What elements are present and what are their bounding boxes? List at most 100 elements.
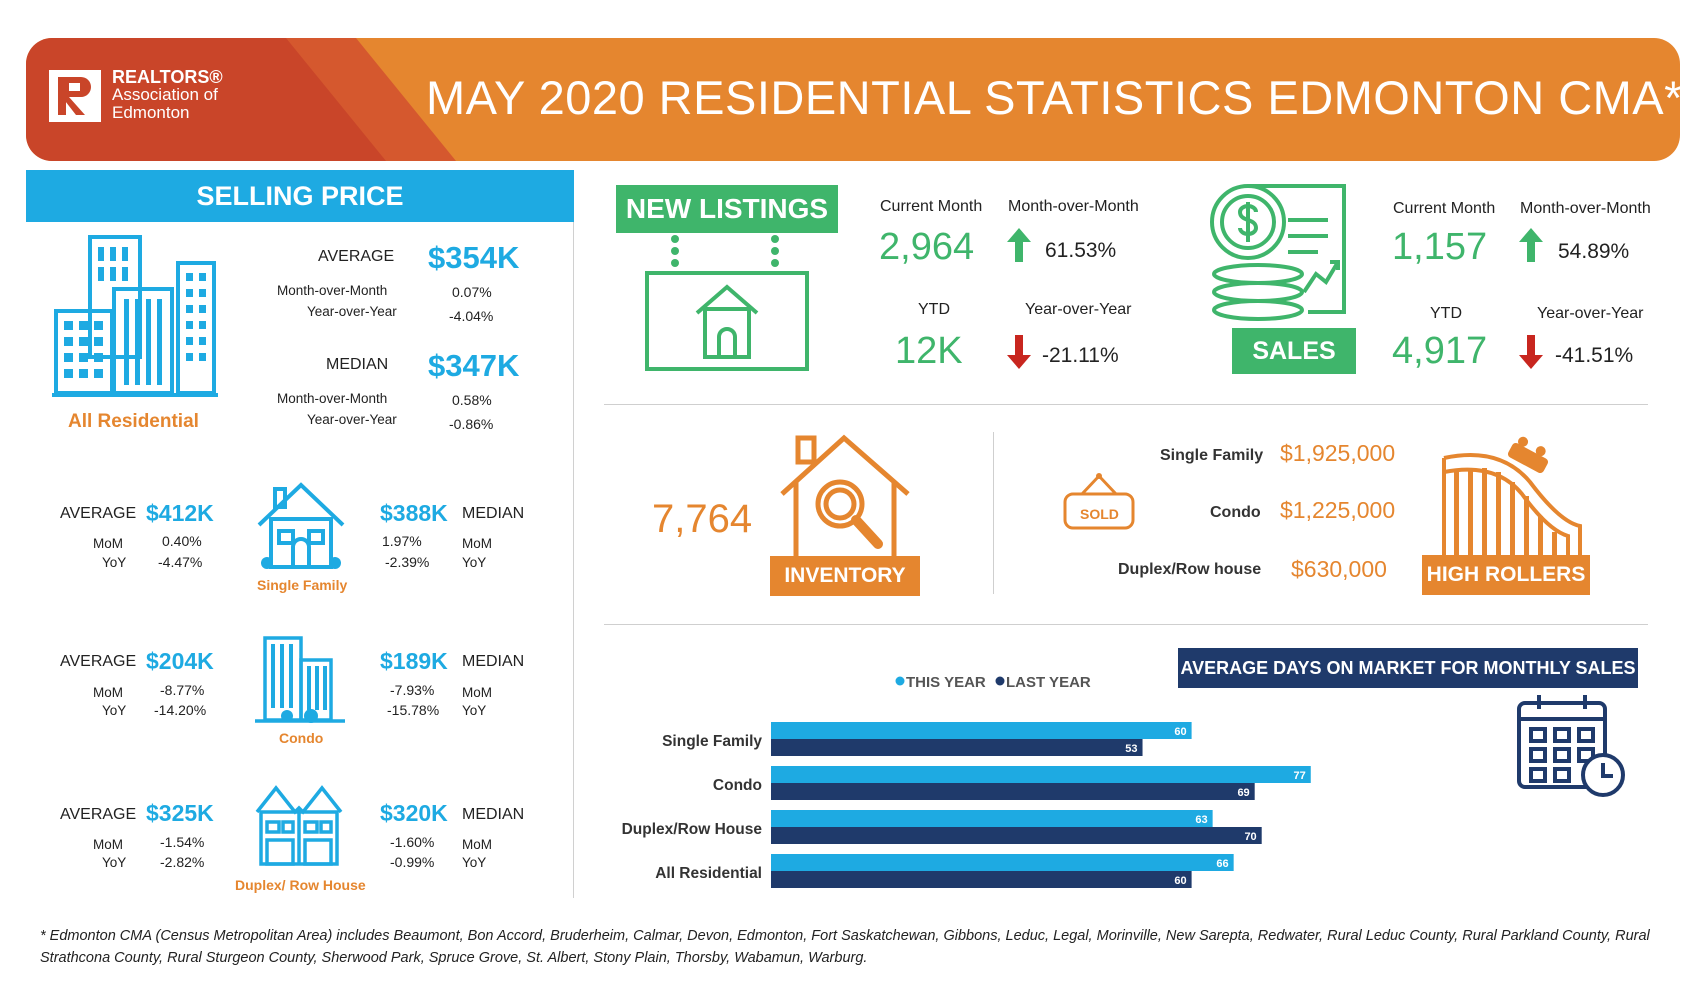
bar bbox=[771, 871, 1192, 888]
chart-title: AVERAGE DAYS ON MARKET FOR MONTHLY SALES bbox=[1178, 648, 1638, 688]
header-banner: REALTORS® Association of Edmonton MAY 20… bbox=[26, 38, 1680, 161]
bar bbox=[771, 854, 1234, 871]
logo-line-1: REALTORS® bbox=[112, 67, 223, 87]
nl-current-month-label: Current Month bbox=[880, 198, 983, 215]
sales-current-month-label: Current Month bbox=[1393, 200, 1496, 217]
logo-line-3: Edmonton bbox=[112, 103, 190, 122]
legend-label-0: THIS YEAR bbox=[906, 674, 986, 691]
category-label: Condo bbox=[713, 777, 762, 794]
high-rollers-badge: HIGH ROLLERS bbox=[1422, 555, 1590, 595]
inventory-badge: INVENTORY bbox=[770, 556, 920, 596]
sf-median-label: MEDIAN bbox=[462, 505, 525, 522]
condo-med-mom: -7.93% bbox=[390, 682, 435, 698]
category-label: Single Family bbox=[662, 733, 762, 750]
duplex-yoy-label: YoY bbox=[102, 855, 127, 870]
nl-yoy-label: Year-over-Year bbox=[1025, 301, 1132, 318]
duplex-median-label: MEDIAN bbox=[462, 806, 525, 823]
nl-current-month-value: 2,964 bbox=[879, 226, 975, 268]
sf-average-label: AVERAGE bbox=[60, 505, 137, 522]
duplex-med-mom-label: MoM bbox=[462, 837, 492, 852]
condo-label: Condo bbox=[279, 730, 324, 746]
logo-text: REALTORS® Association of Edmonton bbox=[112, 68, 223, 122]
sold-sign-icon bbox=[1063, 473, 1135, 530]
data-label: 53 bbox=[1125, 743, 1137, 755]
ar-avg-yoy-label: Year-over-Year bbox=[307, 304, 397, 319]
condo-mom-label: MoM bbox=[93, 685, 123, 700]
new-listings-badge: NEW LISTINGS bbox=[616, 185, 838, 233]
duplex-label: Duplex/ Row House bbox=[235, 877, 366, 893]
duplex-med-mom: -1.60% bbox=[390, 834, 435, 850]
nl-arrow-up-icon bbox=[1007, 228, 1031, 262]
bar bbox=[771, 783, 1255, 800]
duplex-average-label: AVERAGE bbox=[60, 806, 137, 823]
sales-ytd-label: YTD bbox=[1430, 305, 1462, 322]
nl-ytd-value: 12K bbox=[895, 330, 963, 372]
condo-avg-mom: -8.77% bbox=[160, 682, 205, 698]
duplex-average-value: $325K bbox=[146, 800, 214, 826]
duplex-median-value: $320K bbox=[380, 800, 448, 826]
condo-yoy-label: YoY bbox=[102, 703, 127, 718]
condo-building-icon bbox=[255, 636, 345, 723]
ar-avg-yoy: -4.04% bbox=[449, 308, 494, 324]
data-label: 70 bbox=[1244, 831, 1256, 843]
legend-label-1: LAST YEAR bbox=[1006, 674, 1091, 691]
duplex-avg-yoy: -2.82% bbox=[160, 854, 205, 870]
page-title: MAY 2020 RESIDENTIAL STATISTICS EDMONTON… bbox=[426, 71, 1680, 124]
nl-yoy-value: -21.11% bbox=[1042, 344, 1119, 367]
sf-avg-yoy: -4.47% bbox=[158, 554, 203, 570]
sf-med-mom: 1.97% bbox=[382, 533, 422, 549]
sales-arrow-up-icon bbox=[1519, 228, 1543, 262]
days-on-market-chart: THIS YEAR LAST YEAR Single Family 60 53 Condo… bbox=[622, 674, 1311, 888]
sales-badge: SALES bbox=[1232, 328, 1356, 374]
nl-mom-label: Month-over-Month bbox=[1008, 198, 1139, 215]
duplex-med-yoy-label: YoY bbox=[462, 855, 487, 870]
divider-top bbox=[604, 404, 1648, 405]
duplex-mom-label: MoM bbox=[93, 837, 123, 852]
bar bbox=[771, 722, 1192, 739]
hr-condo-label: Condo bbox=[1210, 504, 1261, 521]
ar-average-label: AVERAGE bbox=[318, 248, 395, 265]
sales-yoy-label: Year-over-Year bbox=[1537, 305, 1644, 322]
bar bbox=[771, 739, 1143, 756]
realtors-r-icon bbox=[49, 70, 101, 122]
hr-single-family-label: Single Family bbox=[1160, 447, 1264, 464]
inventory-value: 7,764 bbox=[652, 497, 753, 541]
data-label: 63 bbox=[1195, 814, 1207, 826]
bar bbox=[771, 827, 1262, 844]
condo-med-yoy-label: YoY bbox=[462, 703, 487, 718]
divider-vertical bbox=[993, 432, 994, 594]
condo-median-label: MEDIAN bbox=[462, 653, 525, 670]
ar-med-mom: 0.58% bbox=[452, 392, 492, 408]
ar-med-yoy: -0.86% bbox=[449, 416, 494, 432]
sf-avg-mom: 0.40% bbox=[162, 533, 202, 549]
sf-mom-label: MoM bbox=[93, 536, 123, 551]
hr-duplex-price: $630,000 bbox=[1291, 556, 1387, 582]
data-label: 60 bbox=[1174, 875, 1186, 887]
selling-price-title: SELLING PRICE bbox=[26, 170, 574, 222]
duplex-avg-mom: -1.54% bbox=[160, 834, 205, 850]
ar-median-label: MEDIAN bbox=[326, 356, 389, 373]
listing-sign-icon bbox=[645, 235, 809, 371]
condo-average-value: $204K bbox=[146, 648, 214, 674]
ar-average-value: $354K bbox=[428, 240, 520, 275]
condo-med-yoy: -15.78% bbox=[387, 702, 440, 718]
condo-median-value: $189K bbox=[380, 648, 448, 674]
sales-yoy-value: -41.51% bbox=[1555, 344, 1634, 367]
roller-coaster-icon bbox=[1442, 436, 1582, 560]
hr-single-family-price: $1,925,000 bbox=[1280, 440, 1396, 466]
legend-marker-1 bbox=[995, 676, 1005, 686]
ar-median-value: $347K bbox=[428, 348, 520, 383]
data-label: 69 bbox=[1237, 787, 1249, 799]
data-label: 77 bbox=[1294, 770, 1306, 782]
nl-arrow-down-icon bbox=[1007, 335, 1031, 369]
sf-med-yoy-label: YoY bbox=[462, 555, 487, 570]
logo-line-2: Association of bbox=[112, 85, 218, 104]
sf-med-yoy: -2.39% bbox=[385, 554, 430, 570]
category-label: All Residential bbox=[655, 865, 762, 882]
condo-avg-yoy: -14.20% bbox=[154, 702, 207, 718]
sales-mom-value: 54.89% bbox=[1558, 240, 1630, 263]
legend-marker-0 bbox=[895, 676, 905, 686]
house-icon bbox=[257, 482, 345, 569]
duplex-med-yoy: -0.99% bbox=[390, 854, 435, 870]
sf-label: Single Family bbox=[257, 577, 348, 593]
